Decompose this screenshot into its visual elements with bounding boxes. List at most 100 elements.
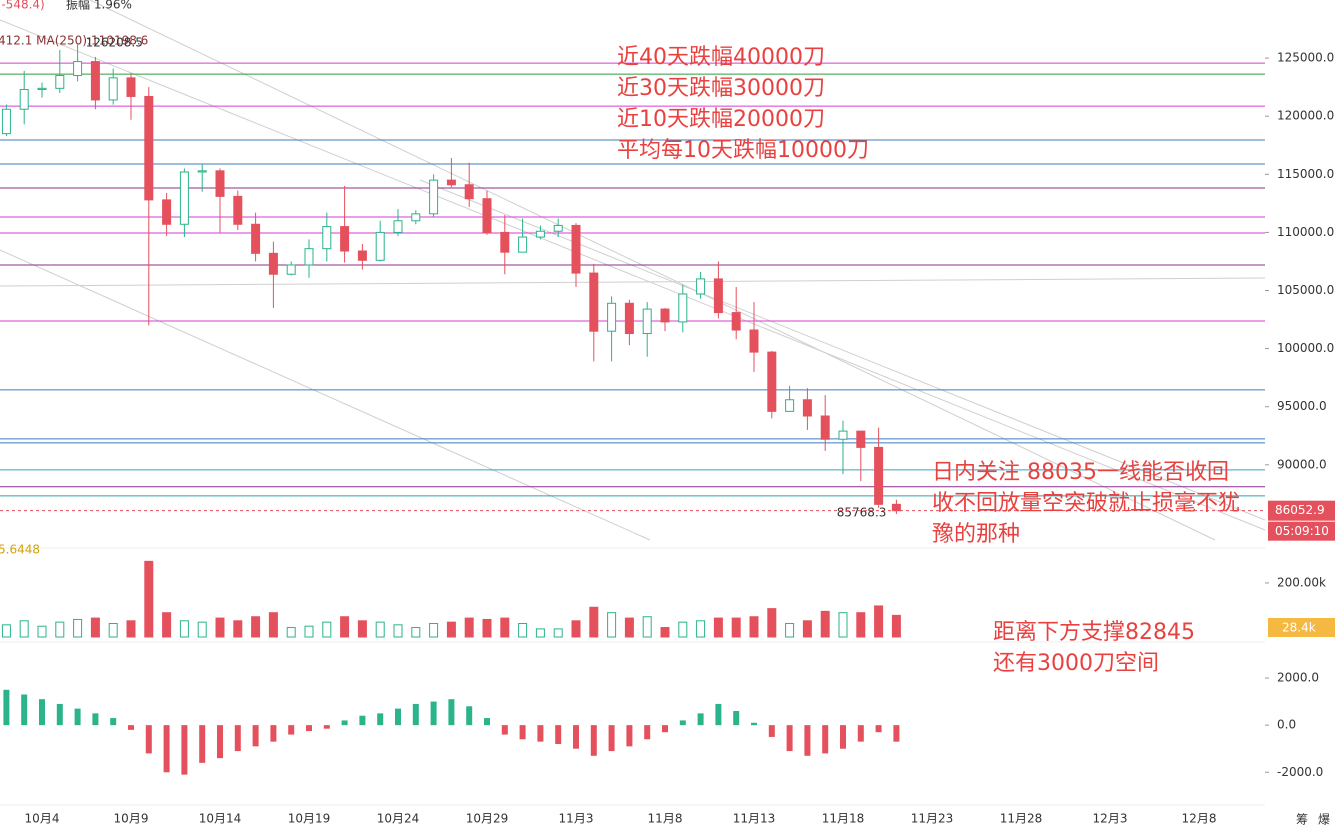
x-tick-label: 10月24	[377, 812, 420, 826]
volume-bar	[1, 624, 11, 638]
volume-bar	[286, 627, 296, 638]
macd-bar	[662, 725, 668, 733]
y-tick-label: -2000.0	[1277, 765, 1323, 779]
x-tick-label: 12月8	[1182, 812, 1217, 826]
x-tick-label: 11月18	[822, 812, 865, 826]
volume-bar	[90, 617, 100, 638]
volume-bar	[304, 625, 314, 638]
candle-body	[642, 308, 652, 335]
note-line: 日内关注 88035一线能否收回	[932, 460, 1229, 485]
y-tick-label: 100000.0	[1277, 341, 1334, 355]
macd-bar	[555, 725, 562, 744]
candle-body	[838, 430, 848, 440]
macd-bar	[74, 708, 81, 726]
candle-body	[251, 223, 261, 254]
volume-bar	[838, 612, 848, 638]
candle-body	[429, 179, 439, 215]
volume-bar	[678, 621, 688, 638]
y-tick-label: 125000.0	[1277, 51, 1334, 65]
x-tick-label: 10月4	[25, 812, 60, 826]
macd-bar	[804, 725, 811, 756]
note-line: 豫的那种	[932, 522, 1021, 547]
support-notes: 距离下方支撑82845 还有3000刀空间	[993, 617, 1195, 679]
candle-body	[589, 272, 599, 332]
macd-bar	[697, 713, 704, 726]
macd-bar	[519, 725, 526, 740]
low-label: 85768.3	[837, 506, 887, 520]
time-tag-text: 05:09:10	[1275, 524, 1329, 538]
volume-bar	[535, 628, 545, 638]
candle-body	[820, 415, 830, 440]
macd-bar	[786, 725, 793, 752]
volume-bar	[482, 618, 492, 638]
macd-bar	[341, 720, 348, 726]
y-tick-label: 0.0	[1277, 718, 1296, 732]
macd-bar	[163, 725, 170, 773]
macd-bar	[751, 722, 757, 726]
volume-bar	[73, 618, 83, 638]
macd-bar	[840, 725, 846, 749]
candle-body	[731, 312, 741, 331]
candle-body	[1, 108, 11, 135]
macd-bar	[234, 725, 241, 752]
macd-bar	[199, 725, 206, 763]
y-tick-label: 115000.0	[1277, 167, 1334, 181]
candle-body	[535, 230, 545, 238]
volume-bar	[785, 622, 795, 638]
candle-body	[162, 199, 172, 225]
macd-bar	[679, 720, 686, 726]
volume-bar	[696, 620, 706, 638]
macd-bar	[733, 711, 740, 726]
volume-bar	[233, 620, 243, 638]
y-tick-label: 90000.0	[1277, 457, 1327, 471]
footer-icon[interactable]: 筹	[1296, 813, 1308, 827]
macd-bar	[644, 725, 651, 740]
note-line: 近30天跌幅30000刀	[617, 76, 825, 101]
candle-body	[393, 220, 403, 233]
ma-text: 412.1 MA(250):110198.6	[0, 34, 148, 48]
volume-bar	[571, 620, 581, 638]
volume-bar	[55, 621, 65, 638]
candle-body	[37, 87, 47, 90]
volume-bar	[108, 622, 118, 638]
macd-bar	[715, 703, 722, 726]
macd-bar	[430, 701, 437, 726]
x-tick-label: 11月3	[559, 812, 594, 826]
candle-body	[179, 171, 189, 225]
macd-bar	[875, 725, 882, 733]
volume-bar	[126, 620, 136, 638]
candle-body	[518, 236, 528, 253]
candle-body	[500, 231, 510, 253]
volume-bar	[500, 617, 510, 638]
macd-bar	[573, 725, 579, 749]
footer-icon[interactable]: 爆	[1318, 813, 1330, 827]
macd-bar	[359, 715, 366, 726]
candle-body	[322, 226, 332, 250]
volume-bar	[802, 620, 812, 638]
macd-bar	[181, 725, 188, 775]
high-label: 126208.5	[86, 36, 143, 50]
macd-bar	[448, 699, 455, 726]
macd-bar	[323, 725, 330, 729]
macd-bar	[110, 718, 117, 726]
macd-bar	[893, 725, 900, 742]
volume-bar	[144, 560, 154, 638]
x-tick-label: 11月23	[911, 812, 954, 826]
candle-body	[340, 226, 350, 252]
candle-body	[678, 293, 688, 323]
macd-bar	[217, 725, 223, 759]
macd-bar	[252, 725, 259, 747]
candle-body	[73, 61, 83, 77]
macd-bar	[501, 725, 508, 735]
volume-bar	[162, 612, 172, 638]
candle-body	[749, 329, 759, 353]
candle-body	[785, 399, 795, 412]
y-tick-label: 105000.0	[1277, 283, 1334, 297]
macd-bar	[395, 708, 401, 726]
candle-body	[767, 351, 777, 412]
candle-body	[607, 302, 617, 332]
volume-bar	[197, 621, 207, 638]
candle-body	[696, 278, 706, 295]
volume-bar	[749, 616, 759, 638]
volume-bar	[322, 621, 332, 638]
